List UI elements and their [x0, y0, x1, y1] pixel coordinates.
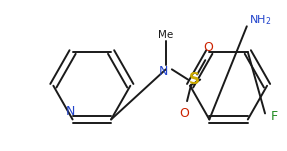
Text: O: O — [203, 41, 213, 54]
Text: NH$_2$: NH$_2$ — [249, 13, 272, 27]
Text: F: F — [271, 110, 278, 123]
Text: O: O — [179, 107, 189, 120]
Text: N: N — [159, 65, 168, 78]
Text: S: S — [189, 72, 200, 87]
Text: Me: Me — [158, 29, 173, 40]
Text: N: N — [66, 105, 75, 118]
